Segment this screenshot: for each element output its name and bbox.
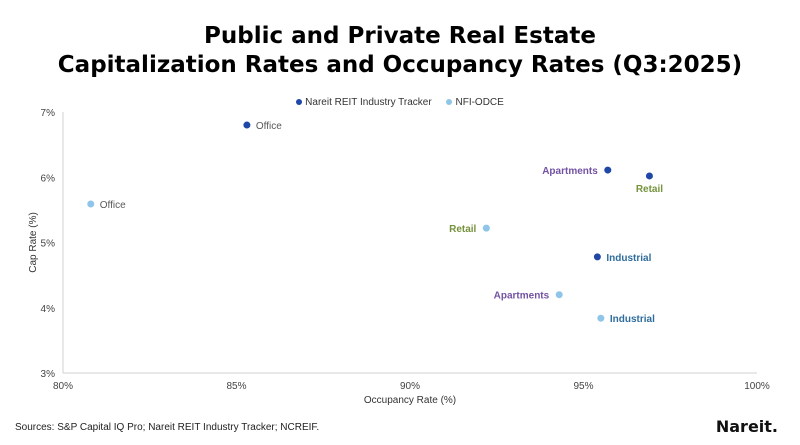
data-point — [645, 172, 653, 180]
y-tick-label: 4% — [41, 304, 56, 315]
sources-note: Sources: S&P Capital IQ Pro; Nareit REIT… — [15, 422, 320, 433]
data-point — [597, 314, 605, 322]
data-label: Retail — [449, 224, 476, 235]
y-tick-label: 3% — [41, 369, 56, 380]
data-point — [604, 166, 612, 174]
title-line-1: Public and Private Real Estate — [204, 23, 596, 49]
data-point — [482, 224, 490, 232]
x-tick-label: 85% — [226, 381, 246, 392]
x-tick-label: 90% — [400, 381, 420, 392]
data-label: Apartments — [542, 166, 598, 177]
legend-label: NFI-ODCE — [455, 97, 504, 108]
x-tick-label: 95% — [573, 381, 593, 392]
legend-marker — [446, 99, 453, 106]
data-label: Office — [100, 200, 126, 211]
data-label: Office — [256, 121, 282, 132]
x-axis-label: Occupancy Rate (%) — [364, 395, 456, 406]
x-tick-label: 80% — [53, 381, 73, 392]
legend-marker — [296, 99, 303, 106]
data-point — [243, 121, 251, 129]
legend-item-reit: Nareit REIT Industry Tracker — [296, 97, 432, 108]
y-tick-label: 6% — [41, 173, 56, 184]
y-tick-label: 5% — [41, 239, 56, 250]
data-point — [555, 291, 563, 299]
chart-title: Public and Private Real Estate Capitaliz… — [0, 22, 800, 80]
legend-label: Nareit REIT Industry Tracker — [305, 97, 432, 108]
y-tick-label: 7% — [41, 108, 56, 119]
nareit-logo: Nareit. — [715, 417, 778, 436]
data-point — [87, 200, 95, 208]
title-line-2: Capitalization Rates and Occupancy Rates… — [57, 52, 743, 78]
x-tick-label: 100% — [744, 381, 770, 392]
legend: Nareit REIT Industry Tracker NFI-ODCE — [0, 97, 800, 108]
data-label: Industrial — [610, 314, 655, 325]
y-axis-label: Cap Rate (%) — [28, 212, 39, 273]
data-label: Apartments — [494, 291, 550, 302]
data-label: Retail — [636, 184, 663, 195]
data-point — [593, 253, 601, 261]
legend-item-odce: NFI-ODCE — [446, 97, 504, 108]
data-label: Industrial — [606, 253, 651, 264]
